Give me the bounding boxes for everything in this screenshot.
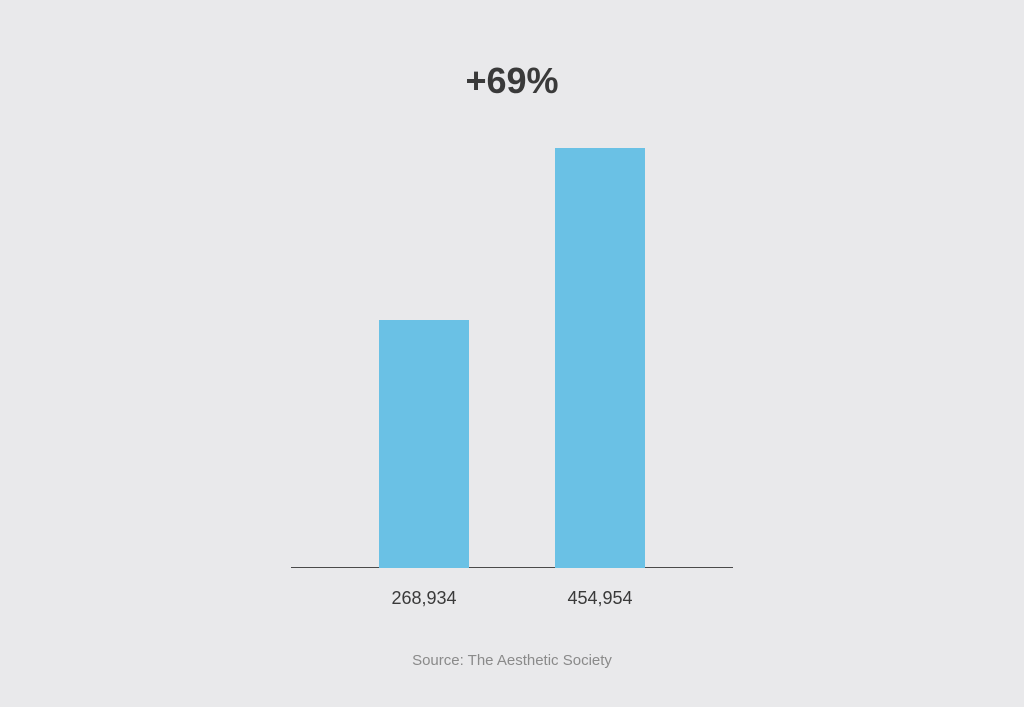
- source-attribution: Source: The Aesthetic Society: [0, 652, 1024, 669]
- bar-chart: [297, 148, 727, 568]
- bar-0: [379, 320, 469, 568]
- bar-1: [555, 148, 645, 568]
- bar-label-0: 268,934: [391, 588, 456, 609]
- chart-canvas: +69% 268,934 454,954 Source: The Aestheti…: [0, 0, 1024, 707]
- bar-label-1: 454,954: [567, 588, 632, 609]
- bars-container: [297, 148, 727, 568]
- headline-percent: +69%: [0, 60, 1024, 102]
